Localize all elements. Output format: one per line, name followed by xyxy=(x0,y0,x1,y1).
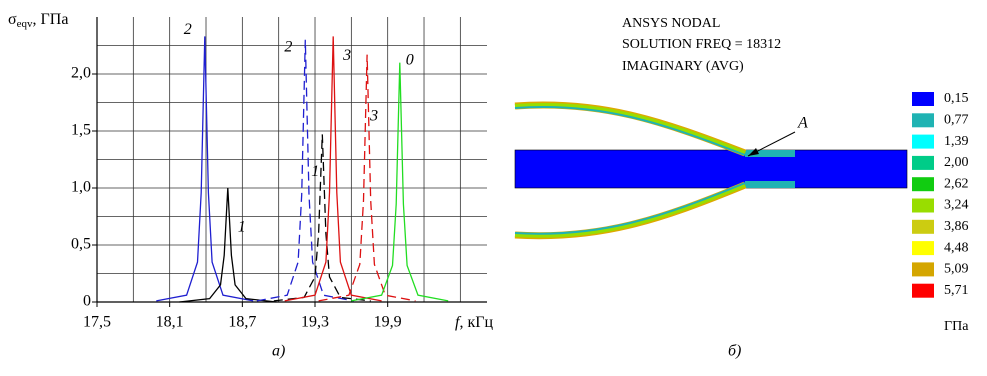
y-tick-label: 0 xyxy=(83,293,91,310)
legend-label: 1,39 xyxy=(944,134,969,149)
legend-swatch xyxy=(912,262,934,276)
curve-label: 3 xyxy=(369,107,378,124)
x-tick-label: 18,1 xyxy=(156,314,184,331)
curve-label: 1 xyxy=(238,219,246,236)
x-label-unit: , кГц xyxy=(459,314,493,331)
x-tick-label: 19,3 xyxy=(301,314,329,331)
legend-unit: ГПа xyxy=(944,319,969,334)
point-label: A xyxy=(797,115,808,132)
legend-swatch xyxy=(912,92,934,106)
y-label-unit: , ГПа xyxy=(33,11,69,28)
curve xyxy=(156,36,253,301)
y-label-subscript: eqv xyxy=(17,18,33,30)
caption-b: б) xyxy=(728,343,741,360)
x-tick-label: 19,9 xyxy=(374,314,402,331)
y-tick-label: 0,5 xyxy=(71,236,91,253)
legend-swatch xyxy=(912,113,934,127)
header-line: SOLUTION FREQ = 18312 xyxy=(622,37,781,52)
legend-swatch xyxy=(912,284,934,298)
curve-label: 0 xyxy=(406,51,414,68)
curve xyxy=(257,40,354,301)
y-tick-label: 1,0 xyxy=(71,179,91,196)
x-tick-label: 17,5 xyxy=(83,314,111,331)
joint-lower xyxy=(745,181,795,188)
legend-label: 2,00 xyxy=(944,155,969,170)
header-line: IMAGINARY (AVG) xyxy=(622,59,744,74)
caption-a: а) xyxy=(272,343,285,360)
legend-label: 2,62 xyxy=(944,176,969,191)
arm-lower-edge xyxy=(515,185,745,236)
curve-label: 3 xyxy=(342,47,351,64)
legend-swatch xyxy=(912,135,934,149)
legend-label: 3,24 xyxy=(944,198,969,213)
legend-swatch xyxy=(912,220,934,234)
legend-swatch xyxy=(912,177,934,191)
header-line: ANSYS NODAL xyxy=(622,16,720,31)
legend-label: 3,86 xyxy=(944,219,969,234)
y-tick-label: 2,0 xyxy=(71,65,91,82)
curve-label: 2 xyxy=(284,38,292,55)
legend-label: 5,09 xyxy=(944,262,969,277)
legend-swatch xyxy=(912,241,934,255)
fem-model xyxy=(515,105,907,236)
legend-label: 4,48 xyxy=(944,240,969,255)
rod xyxy=(515,150,907,188)
x-tick-label: 18,7 xyxy=(228,314,256,331)
legend-swatch xyxy=(912,199,934,213)
x-axis-label: f, кГц xyxy=(455,314,493,331)
y-tick-label: 1,5 xyxy=(71,122,91,139)
legend-label: 5,71 xyxy=(944,283,969,298)
legend-label: 0,77 xyxy=(944,113,969,128)
curve-label: 1 xyxy=(311,163,319,180)
arm-upper-edge xyxy=(515,105,745,153)
curve-label: 2 xyxy=(184,21,192,38)
y-axis-label: σeqv, ГПа xyxy=(8,11,68,30)
legend-label: 0,15 xyxy=(944,91,969,106)
figure: σeqv, ГПа f, кГц а) ANSYS NODAL SOLUTION… xyxy=(0,0,987,376)
legend-swatch xyxy=(912,156,934,170)
